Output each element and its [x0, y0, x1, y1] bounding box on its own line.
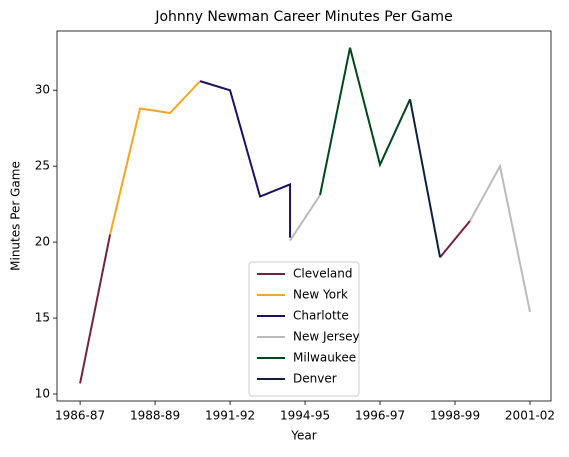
axes-frame: [56, 30, 552, 402]
legend-label: Cleveland: [293, 267, 353, 281]
y-tick-label: 30: [35, 83, 50, 97]
legend: Cleveland New York Charlotte New Jersey Milw…: [248, 261, 360, 397]
series-line: [289, 163, 531, 313]
chart-title: Johnny Newman Career Minutes Per Game: [154, 9, 452, 25]
x-axis-label: Year: [290, 429, 316, 443]
series-line: [319, 47, 411, 196]
y-tick-label: 25: [35, 159, 50, 173]
series-line: [79, 220, 471, 384]
legend-label: New Jersey: [293, 330, 360, 344]
y-tick-label: 15: [35, 311, 50, 325]
y-tick-label: 20: [35, 235, 50, 249]
series-line: [199, 80, 292, 238]
x-tick-label: 1998-99: [430, 409, 480, 423]
x-tick-label: 1991-92: [205, 409, 255, 423]
series-line: [109, 80, 201, 235]
x-tick-label: 1994-95: [280, 409, 330, 423]
legend-label: Charlotte: [293, 309, 349, 323]
y-tick-label: 10: [35, 387, 50, 401]
x-tick-label: 1986-87: [55, 409, 105, 423]
legend-label: Denver: [293, 372, 337, 386]
legend-label: New York: [293, 288, 348, 302]
x-tick-label: 1988-89: [130, 409, 180, 423]
series-line: [409, 99, 442, 258]
y-axis-label: Minutes Per Game: [9, 161, 23, 271]
x-tick-label: 1996-97: [355, 409, 405, 423]
x-tick-label: 2001-02: [505, 409, 555, 423]
legend-label: Milwaukee: [293, 351, 356, 365]
